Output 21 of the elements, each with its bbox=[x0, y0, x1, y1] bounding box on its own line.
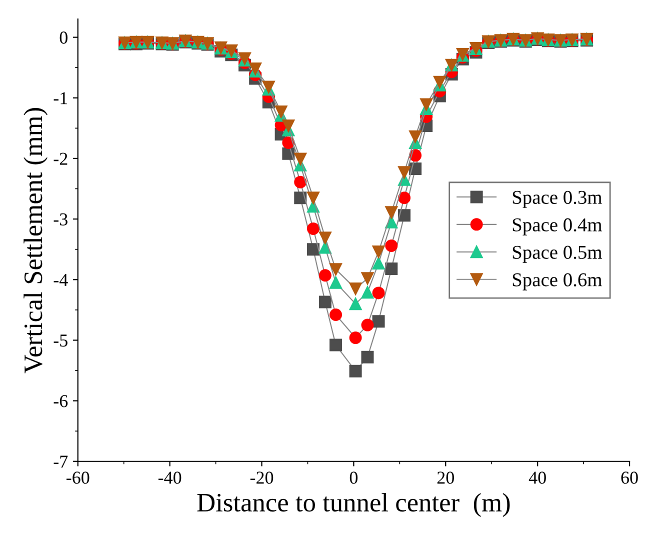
x-tick-label: 20 bbox=[437, 472, 454, 484]
x-tick-label: -40 bbox=[158, 472, 182, 484]
x-axis-title: Distance to tunnel center (m) bbox=[197, 493, 510, 517]
x-tick-label: -60 bbox=[66, 472, 90, 484]
y-tick-label: -3 bbox=[54, 213, 68, 226]
y-tick-label: -6 bbox=[54, 395, 68, 408]
legend-label: Space 0.5m bbox=[512, 246, 602, 263]
y-tick-label: -4 bbox=[54, 274, 68, 286]
y-tick-label: -1 bbox=[54, 92, 68, 104]
y-tick-label: -7 bbox=[54, 456, 68, 468]
y-tick-label: -5 bbox=[54, 334, 68, 347]
legend-label: Space 0.3m bbox=[512, 190, 602, 208]
x-tick-label: 0 bbox=[350, 472, 358, 484]
legend-label: Space 0.4m bbox=[512, 218, 602, 236]
y-tick-label: -2 bbox=[54, 152, 68, 165]
y-tick-label: 0 bbox=[60, 32, 68, 44]
y-axis-title: Vertical Settlement (mm) bbox=[24, 108, 48, 374]
legend-label: Space 0.6m bbox=[512, 273, 602, 290]
x-tick-label: 40 bbox=[528, 472, 546, 484]
x-tick-label: -20 bbox=[250, 472, 274, 484]
x-tick-label: 60 bbox=[621, 472, 638, 484]
